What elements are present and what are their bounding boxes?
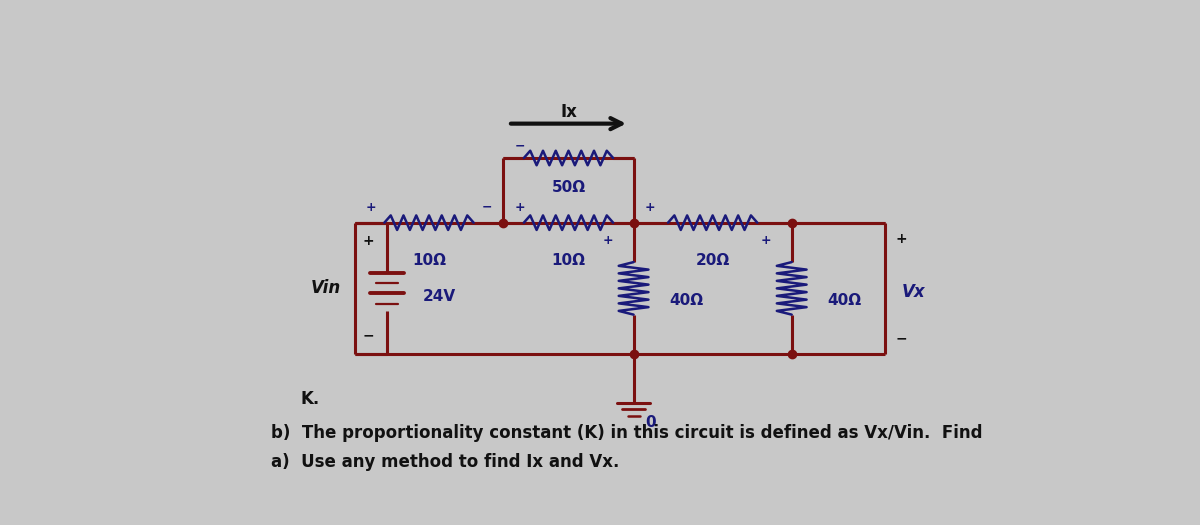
Text: +: + <box>761 234 770 247</box>
Text: +: + <box>646 201 655 214</box>
Text: −: − <box>362 329 374 343</box>
Text: −: − <box>515 139 526 152</box>
Text: +: + <box>366 201 377 214</box>
Text: Ix: Ix <box>560 102 577 121</box>
Text: +: + <box>515 201 526 214</box>
Text: Vin: Vin <box>311 279 341 297</box>
Text: 50Ω: 50Ω <box>552 180 586 195</box>
Text: 20Ω: 20Ω <box>696 253 730 268</box>
Text: K.: K. <box>301 391 320 408</box>
Text: 40Ω: 40Ω <box>827 293 862 308</box>
Text: 0: 0 <box>644 415 655 429</box>
Text: 24V: 24V <box>422 289 456 304</box>
Text: 10Ω: 10Ω <box>412 253 446 268</box>
Text: b)  The proportionality constant (K) in this circuit is defined as Vx/Vin.  Find: b) The proportionality constant (K) in t… <box>271 424 983 442</box>
Text: Vx: Vx <box>901 284 925 301</box>
Text: −: − <box>481 201 492 214</box>
Text: +: + <box>602 234 613 247</box>
Text: +: + <box>895 232 907 246</box>
Text: −: − <box>895 331 907 345</box>
Text: 10Ω: 10Ω <box>552 253 586 268</box>
Text: 40Ω: 40Ω <box>668 293 703 308</box>
Text: a)  Use any method to find Ix and Vx.: a) Use any method to find Ix and Vx. <box>271 453 619 471</box>
Text: +: + <box>362 234 374 248</box>
